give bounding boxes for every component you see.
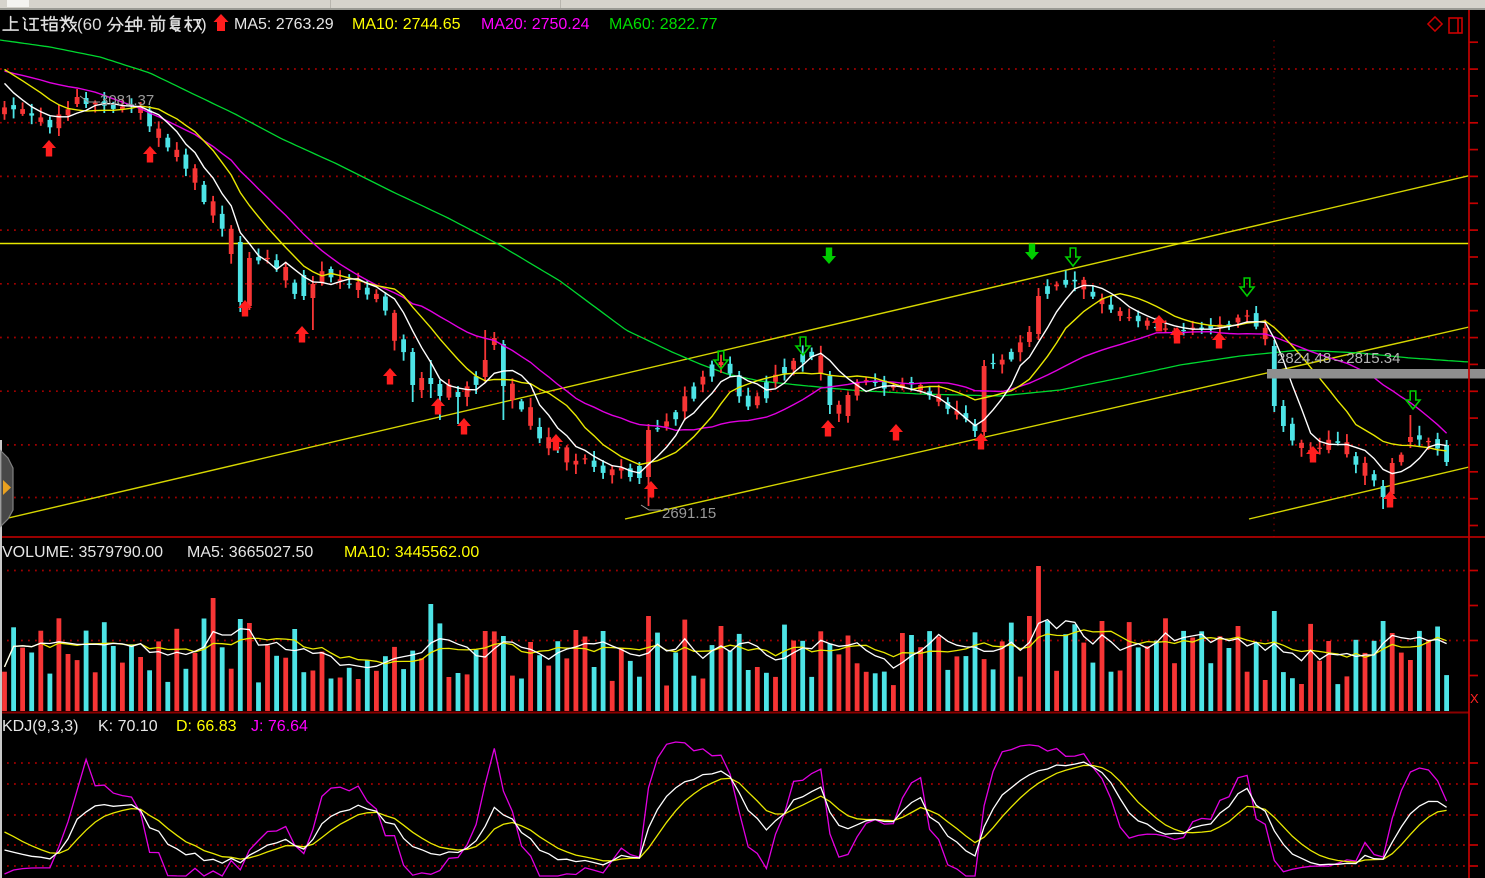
svg-text:X: X (1470, 691, 1479, 706)
svg-text:.: . (142, 15, 147, 34)
svg-text:2824.48→2815.34: 2824.48→2815.34 (1277, 350, 1400, 367)
svg-text:D: 66.83: D: 66.83 (176, 718, 237, 735)
svg-text:MA20: 2750.24: MA20: 2750.24 (481, 16, 590, 33)
svg-text:K: 70.10: K: 70.10 (98, 718, 158, 735)
svg-text:J: 76.64: J: 76.64 (251, 718, 308, 735)
svg-text:KDJ(9,3,3): KDJ(9,3,3) (2, 718, 78, 735)
svg-text:MA10: 2744.65: MA10: 2744.65 (352, 16, 461, 33)
svg-text:VOLUME: 3579790.00: VOLUME: 3579790.00 (2, 544, 163, 561)
svg-text:): ) (201, 15, 207, 34)
svg-text:2691.15: 2691.15 (662, 505, 716, 522)
svg-text:MA5: 2763.29: MA5: 2763.29 (234, 16, 334, 33)
svg-text:MA5: 3665027.50: MA5: 3665027.50 (187, 544, 313, 561)
svg-text:3081.37: 3081.37 (100, 92, 154, 109)
svg-text:MA60: 2822.77: MA60: 2822.77 (609, 16, 718, 33)
svg-text:MA10: 3445562.00: MA10: 3445562.00 (344, 544, 479, 561)
svg-text:(60: (60 (77, 15, 102, 34)
